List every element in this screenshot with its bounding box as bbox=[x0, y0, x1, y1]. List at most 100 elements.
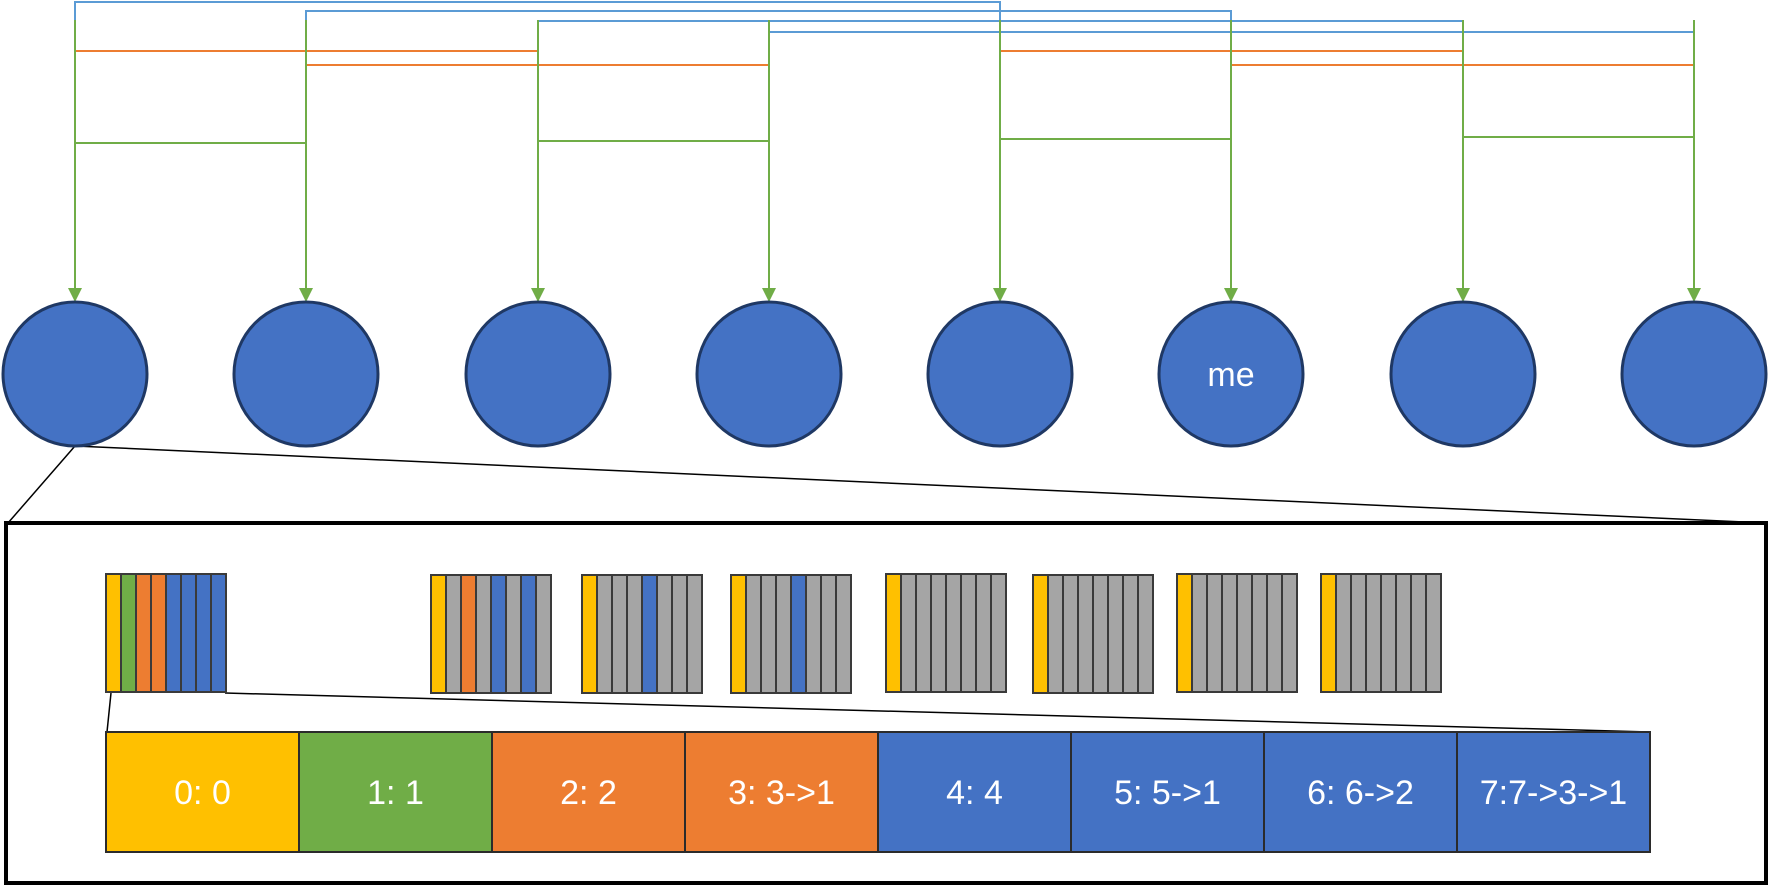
mini-table-4 bbox=[885, 573, 1007, 693]
mini-table-cell bbox=[460, 574, 477, 694]
detail-cell-label: 6: 6->2 bbox=[1307, 774, 1414, 812]
mini-table-cell bbox=[520, 574, 537, 694]
node-0[interactable] bbox=[1, 300, 149, 448]
node-6[interactable] bbox=[1389, 300, 1537, 448]
mini-table-cell bbox=[490, 574, 507, 694]
mini-table-cell bbox=[900, 573, 917, 693]
detail-cell-4: 4: 4 bbox=[877, 731, 1072, 853]
mini-table-cell bbox=[975, 573, 992, 693]
mini-table-cell bbox=[1137, 574, 1154, 694]
detail-cell-label: 2: 2 bbox=[560, 774, 617, 812]
detail-cell-label: 7:7->3->1 bbox=[1480, 774, 1627, 812]
mini-table-cell bbox=[1062, 574, 1079, 694]
mini-table-cell bbox=[990, 573, 1007, 693]
arrow-head-icon bbox=[993, 288, 1007, 302]
node-label: me bbox=[1207, 356, 1254, 394]
mini-table-cell bbox=[1176, 573, 1193, 693]
mini-table-cell bbox=[730, 574, 747, 694]
detail-routing-table: 0: 0 1: 1 2: 2 3: 3->1 4: 4 5: 5->1 6: 6->2 7:7… bbox=[105, 731, 1651, 853]
node-circle bbox=[926, 300, 1074, 448]
node-circle bbox=[1, 300, 149, 448]
mini-table-cell bbox=[1122, 574, 1139, 694]
detail-cell-box bbox=[1263, 731, 1458, 853]
detail-cell-label: 1: 1 bbox=[367, 774, 424, 812]
mini-table-cell bbox=[745, 574, 762, 694]
mini-table-cell bbox=[105, 573, 122, 693]
mini-table-cell bbox=[1365, 573, 1382, 693]
arrow-head-icon bbox=[299, 288, 313, 302]
mini-table-cell bbox=[1380, 573, 1397, 693]
mini-table-cell bbox=[790, 574, 807, 694]
detail-zoom-line-right bbox=[224, 692, 1651, 733]
mini-table-cell bbox=[885, 573, 902, 693]
mini-table-cell bbox=[1335, 573, 1352, 693]
mini-table-cell bbox=[1320, 573, 1337, 693]
mini-table-0 bbox=[105, 573, 227, 693]
mini-table-cell bbox=[210, 573, 227, 693]
mini-table-cell bbox=[120, 573, 137, 693]
node-circle bbox=[1389, 300, 1537, 448]
mini-table-cell bbox=[1410, 573, 1427, 693]
detail-cell-box bbox=[105, 731, 300, 853]
mini-table-cell bbox=[150, 573, 167, 693]
node-circle bbox=[1620, 300, 1768, 448]
detail-cell-6: 6: 6->2 bbox=[1263, 731, 1458, 853]
node-2[interactable] bbox=[464, 300, 612, 448]
mini-table-cell bbox=[1107, 574, 1124, 694]
arrow-head-icon bbox=[1456, 288, 1470, 302]
mini-table-cell bbox=[1191, 573, 1208, 693]
detail-cell-box bbox=[877, 731, 1072, 853]
mini-table-cell bbox=[445, 574, 462, 694]
zoom-line-right bbox=[74, 445, 1767, 524]
detail-cell-3: 3: 3->1 bbox=[684, 731, 879, 853]
node-circle bbox=[464, 300, 612, 448]
node-3[interactable] bbox=[695, 300, 843, 448]
mini-table-cell bbox=[820, 574, 837, 694]
mini-table-2 bbox=[581, 574, 703, 694]
mini-table-cell bbox=[1395, 573, 1412, 693]
mini-table-1 bbox=[430, 574, 552, 694]
mini-table-cell bbox=[1077, 574, 1094, 694]
mini-table-cell bbox=[945, 573, 962, 693]
mini-table-cell bbox=[775, 574, 792, 694]
mini-table-cell bbox=[1032, 574, 1049, 694]
mini-table-cell bbox=[760, 574, 777, 694]
mini-table-cell bbox=[135, 573, 152, 693]
zoom-line-left bbox=[7, 445, 76, 524]
mini-tables-row bbox=[105, 573, 1442, 694]
arrow-head-icon bbox=[1224, 288, 1238, 302]
mini-table-cell bbox=[165, 573, 182, 693]
mini-table-cell bbox=[430, 574, 447, 694]
detail-cell-box bbox=[1070, 731, 1265, 853]
mini-table-cell bbox=[641, 574, 658, 694]
mini-table-cell bbox=[1281, 573, 1298, 693]
node-7[interactable] bbox=[1620, 300, 1768, 448]
node-1[interactable] bbox=[232, 300, 380, 448]
detail-cell-2: 2: 2 bbox=[491, 731, 686, 853]
detail-cell-5: 5: 5->1 bbox=[1070, 731, 1265, 853]
mini-table-cell bbox=[671, 574, 688, 694]
mini-table-cell bbox=[1266, 573, 1283, 693]
node-4[interactable] bbox=[926, 300, 1074, 448]
node-5[interactable]: me bbox=[1157, 300, 1305, 448]
arrow-head-icon bbox=[762, 288, 776, 302]
mini-table-cell bbox=[1236, 573, 1253, 693]
mini-table-cell bbox=[626, 574, 643, 694]
detail-cell-1: 1: 1 bbox=[298, 731, 493, 853]
mini-table-3 bbox=[730, 574, 852, 694]
mini-table-cell bbox=[180, 573, 197, 693]
node-circle bbox=[695, 300, 843, 448]
mini-table-cell bbox=[475, 574, 492, 694]
mini-table-5 bbox=[1032, 574, 1154, 694]
detail-cell-label: 4: 4 bbox=[946, 774, 1003, 812]
mini-table-6 bbox=[1176, 573, 1298, 693]
detail-cell-label: 5: 5->1 bbox=[1114, 774, 1221, 812]
routing-table-panel bbox=[4, 521, 1768, 885]
arrow-head-icon bbox=[68, 288, 82, 302]
arrow-head-icon bbox=[531, 288, 545, 302]
node-circle bbox=[232, 300, 380, 448]
detail-cell-box bbox=[1456, 731, 1651, 853]
detail-cell-0: 0: 0 bbox=[105, 731, 300, 853]
mini-table-cell bbox=[656, 574, 673, 694]
